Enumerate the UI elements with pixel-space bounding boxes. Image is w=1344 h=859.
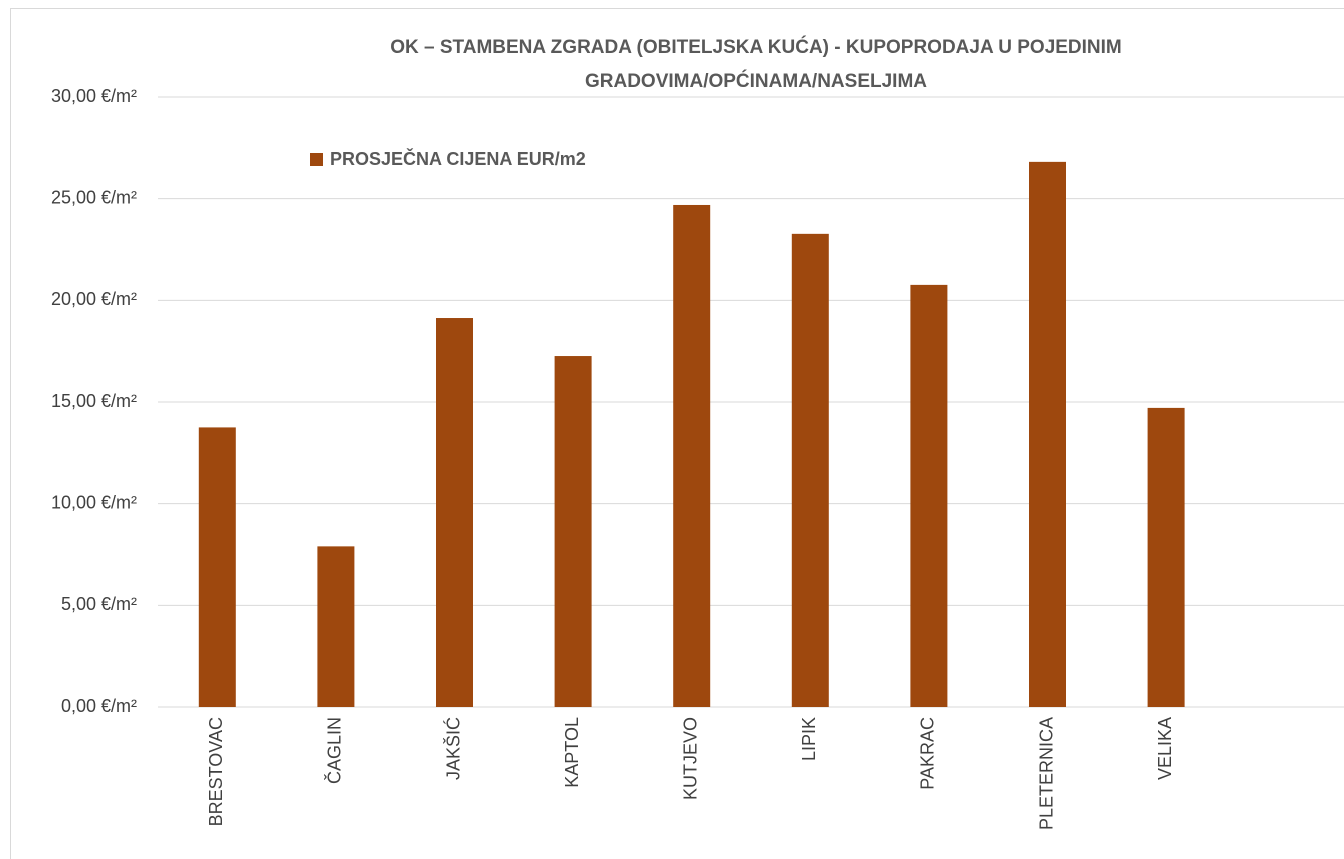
- y-tick-label: 30,00 €/m²: [51, 86, 137, 106]
- chart-title: GRADOVIMA/OPĆINAMA/NASELJIMA: [585, 70, 927, 92]
- legend-swatch: [310, 153, 323, 166]
- x-tick-label: PLETERNICA: [1036, 717, 1056, 830]
- legend-label: PROSJEČNA CIJENA EUR/m2: [330, 148, 586, 169]
- bar: [554, 356, 592, 707]
- y-tick-label: 5,00 €/m²: [61, 594, 137, 614]
- x-tick-label: KAPTOL: [562, 717, 582, 788]
- bar: [198, 427, 236, 707]
- y-tick-label: 15,00 €/m²: [51, 391, 137, 411]
- bar: [1029, 161, 1066, 707]
- x-tick-label: VELIKA: [1155, 717, 1175, 780]
- y-tick-label: 0,00 €/m²: [61, 696, 137, 716]
- bar: [910, 284, 948, 707]
- x-tick-label: ČAGLIN: [324, 717, 345, 784]
- y-tick-label: 10,00 €/m²: [51, 492, 137, 512]
- chart-border: [10, 8, 1344, 859]
- y-tick-label: 20,00 €/m²: [51, 289, 137, 309]
- x-tick-label: JAKŠIĆ: [442, 717, 463, 780]
- bar: [317, 546, 355, 707]
- x-tick-label: KUTJEVO: [680, 717, 700, 800]
- x-tick-label: PAKRAC: [918, 717, 938, 790]
- y-tick-label: 25,00 €/m²: [51, 187, 137, 207]
- bar: [673, 204, 711, 707]
- x-tick-label: LIPIK: [799, 717, 819, 761]
- x-tick-label: BRESTOVAC: [206, 717, 226, 826]
- bar: [791, 233, 829, 708]
- bar: [436, 318, 473, 707]
- chart-title: OK – STAMBENA ZGRADA (OBITELJSKA KUĆA) -…: [390, 36, 1122, 58]
- bar: [1147, 407, 1185, 707]
